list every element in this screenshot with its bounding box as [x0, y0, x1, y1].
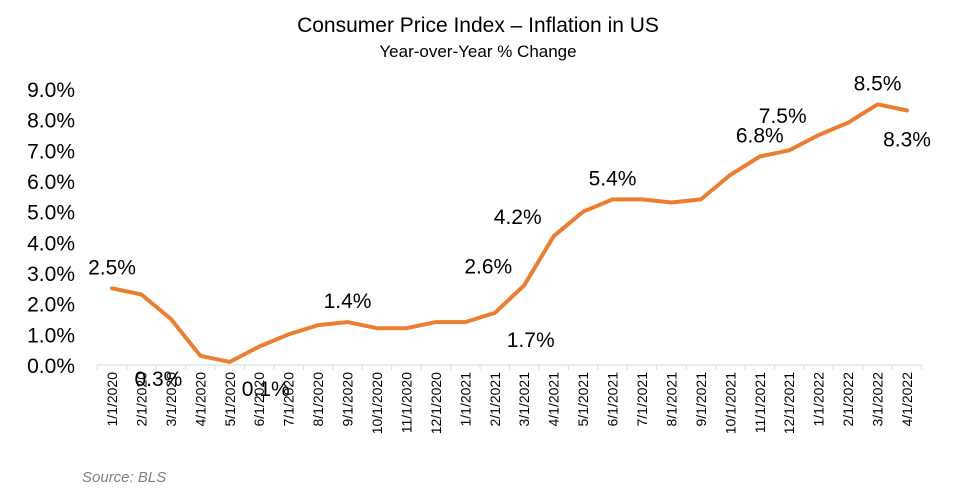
data-label: 8.3%	[883, 128, 931, 151]
x-tick-label: 5/1/2020	[222, 372, 238, 427]
series-group	[110, 102, 909, 364]
x-tick-label: 8/1/2020	[310, 372, 326, 427]
data-label: 0.1%	[242, 378, 290, 401]
x-tick-label: 3/1/2022	[870, 372, 886, 427]
data-label: 8.5%	[854, 72, 902, 95]
series-line-cpi	[110, 102, 909, 364]
chart-title: Consumer Price Index – Inflation in US	[297, 14, 659, 37]
data-label: 5.4%	[589, 167, 637, 190]
x-tick-label: 1/1/2020	[104, 372, 120, 427]
source-note: Source: BLS	[82, 469, 167, 486]
data-label: 4.2%	[494, 206, 542, 229]
data-label: 2.6%	[464, 255, 512, 278]
x-tick-label: 7/1/2020	[281, 372, 297, 427]
y-axis: 0.0% 1.0% 2.0% 3.0% 4.0% 5.0% 6.0% 7.0% 8.0% 9.0%	[27, 79, 75, 378]
y-tick-label: 8.0%	[27, 110, 75, 133]
data-label: 7.5%	[759, 105, 807, 128]
chart-subtitle: Year-over-Year % Change	[379, 42, 577, 61]
x-tick-label: 1/1/2022	[811, 372, 827, 427]
x-tick-label: 11/1/2021	[752, 372, 768, 433]
y-tick-label: 2.0%	[27, 294, 75, 317]
data-label: 2.5%	[88, 256, 136, 279]
x-tick-label: 2/1/2022	[840, 372, 856, 427]
x-tick-label: 9/1/2021	[693, 372, 709, 427]
x-tick-label: 2/1/2021	[487, 372, 503, 427]
x-tick-label: 6/1/2020	[251, 372, 267, 427]
x-tick-label: 5/1/2021	[575, 372, 591, 427]
y-tick-label: 1.0%	[27, 324, 75, 347]
y-tick-label: 7.0%	[27, 140, 75, 163]
x-tick-label: 9/1/2020	[340, 372, 356, 427]
data-label: 6.8%	[736, 124, 784, 147]
x-tick-label: 8/1/2021	[663, 372, 679, 427]
y-tick-label: 0.0%	[27, 355, 75, 378]
data-label: 1.7%	[507, 329, 555, 352]
data-label: 0.3%	[134, 368, 182, 391]
x-tick-label: 3/1/2021	[516, 372, 532, 427]
x-tick-label: 12/1/2021	[781, 372, 797, 434]
x-tick-label: 4/1/2020	[192, 372, 208, 427]
x-tick-label: 2/1/2020	[133, 372, 149, 427]
y-tick-label: 5.0%	[27, 202, 75, 225]
x-tick-label: 10/1/2020	[369, 372, 385, 434]
x-tick-label: 6/1/2021	[605, 372, 621, 427]
y-tick-label: 9.0%	[27, 79, 75, 102]
x-tick-label: 1/1/2021	[457, 372, 473, 427]
y-tick-label: 4.0%	[27, 232, 75, 255]
x-tick-label: 4/1/2022	[899, 372, 915, 427]
x-tick-label: 11/1/2020	[398, 372, 414, 433]
x-tick-label: 10/1/2021	[722, 372, 738, 434]
x-tick-label: 3/1/2020	[163, 372, 179, 427]
x-tick-label: 7/1/2021	[634, 372, 650, 427]
x-tick-label: 4/1/2021	[546, 372, 562, 427]
data-labels: 2.5% 0.1% 1.4% 0.3% 1.7% 2.6% 4.2% 5.4% 6.8%7.5%…	[88, 72, 931, 401]
y-tick-label: 3.0%	[27, 263, 75, 286]
data-label: 1.4%	[324, 290, 372, 313]
x-axis: 1/1/2020 2/1/2020 3/1/2020 4/1/2020 5/1/2020…	[96, 364, 923, 434]
x-tick-label: 12/1/2020	[428, 372, 444, 434]
y-tick-label: 6.0%	[27, 171, 75, 194]
